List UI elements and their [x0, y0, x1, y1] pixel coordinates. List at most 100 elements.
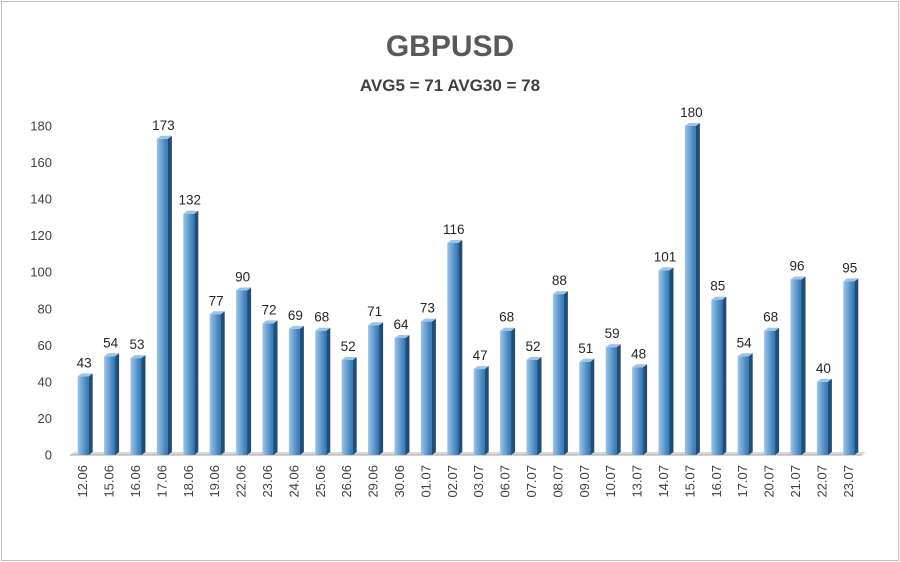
x-tick-label: 15.07 — [682, 465, 697, 498]
bar-side — [511, 327, 516, 455]
bar-top — [816, 378, 832, 382]
data-label: 54 — [737, 335, 753, 350]
bar-top — [288, 325, 304, 329]
bar-top — [130, 355, 146, 359]
data-label: 52 — [525, 339, 540, 354]
data-label: 73 — [420, 301, 435, 316]
x-tick-label: 22.07 — [814, 465, 829, 498]
bar-top — [526, 356, 542, 360]
bar — [394, 335, 410, 455]
x-tick-label: 17.07 — [735, 465, 750, 498]
bar-side — [669, 267, 674, 455]
bar-top — [552, 291, 568, 295]
x-tick-label: 17.06 — [154, 465, 169, 498]
bar — [368, 322, 384, 455]
bar — [632, 364, 648, 455]
chart-subtitle: AVG5 = 71 AVG30 = 78 — [359, 76, 541, 95]
x-tick-label: 07.07 — [524, 465, 539, 498]
bar-front — [658, 270, 670, 455]
bars-layer — [77, 123, 859, 456]
bar-top — [341, 356, 357, 360]
bar — [236, 287, 252, 455]
bar — [209, 311, 225, 455]
bar-front — [552, 294, 564, 455]
bar-top — [209, 311, 225, 315]
x-tick-label: 14.07 — [656, 465, 671, 498]
bar-front — [209, 314, 221, 455]
data-label: 43 — [77, 355, 92, 370]
bar-side — [590, 358, 595, 455]
bar-front — [632, 367, 644, 455]
bar-top — [737, 353, 753, 357]
bar-top — [420, 318, 436, 322]
bar-top — [500, 327, 516, 331]
chart-title: GBPUSD — [385, 30, 515, 63]
y-tick-label: 40 — [38, 374, 52, 389]
bar-side — [722, 296, 727, 455]
y-tick-label: 180 — [30, 119, 52, 134]
bar-front — [420, 321, 432, 455]
y-tick-label: 120 — [30, 228, 52, 243]
x-tick-label: 24.06 — [286, 465, 301, 498]
bar — [104, 353, 120, 455]
bar-top — [77, 373, 93, 377]
bar — [816, 378, 832, 455]
data-label: 52 — [341, 339, 356, 354]
y-tick-label: 60 — [38, 338, 52, 353]
x-tick-label: 03.07 — [471, 465, 486, 498]
bar-top — [315, 327, 331, 331]
bar — [130, 355, 146, 455]
data-label: 180 — [680, 105, 703, 120]
x-tick-label: 19.06 — [207, 465, 222, 498]
bar-side — [563, 291, 568, 455]
bar-front — [684, 126, 696, 455]
bar-top — [183, 210, 199, 214]
bar-side — [220, 311, 225, 455]
bar — [711, 296, 727, 455]
bar-top — [579, 358, 595, 362]
bar-side — [88, 373, 93, 455]
bar — [420, 318, 436, 455]
x-tick-label: 10.07 — [603, 465, 618, 498]
bar-front — [130, 358, 142, 455]
bar-side — [748, 353, 753, 455]
x-tick-label: 21.07 — [788, 465, 803, 498]
bar-top — [473, 366, 489, 370]
bar-front — [156, 138, 168, 456]
bar — [579, 358, 595, 455]
bar-top — [156, 135, 172, 139]
data-label: 48 — [631, 346, 646, 361]
bar — [315, 327, 331, 455]
data-label: 68 — [499, 310, 514, 325]
bar-front — [500, 330, 512, 455]
bar-side — [484, 366, 489, 455]
bar-side — [405, 335, 410, 455]
bar-front — [843, 281, 855, 455]
bar — [447, 239, 463, 455]
bar-front — [447, 242, 459, 455]
data-label: 68 — [763, 310, 778, 325]
bar-top — [632, 364, 648, 368]
bar-side — [379, 322, 384, 455]
bar — [183, 210, 199, 455]
data-label: 71 — [367, 304, 382, 319]
bar-front — [737, 356, 749, 455]
bar-top — [843, 278, 859, 282]
bar-side — [537, 356, 542, 455]
data-label: 69 — [288, 308, 303, 323]
bar-top — [711, 296, 727, 300]
x-tick-label: 18.06 — [181, 465, 196, 498]
data-label: 64 — [393, 317, 409, 332]
bar-front — [526, 359, 538, 455]
bar-top — [104, 353, 120, 357]
bar-side — [695, 123, 700, 455]
data-label: 90 — [235, 270, 250, 285]
data-label: 173 — [152, 118, 175, 133]
x-tick-label: 09.07 — [577, 465, 592, 498]
bar-front — [764, 330, 776, 455]
bar-front — [790, 279, 802, 455]
bar-front — [394, 338, 406, 455]
x-tick-label: 26.06 — [339, 465, 354, 498]
bar — [288, 325, 304, 455]
x-tick-label: 23.06 — [260, 465, 275, 498]
